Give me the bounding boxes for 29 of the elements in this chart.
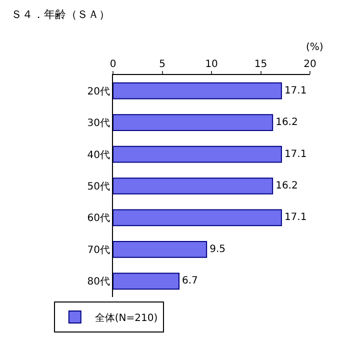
bar	[113, 241, 208, 258]
y-tick-label: 40代	[87, 150, 110, 161]
y-tick-label: 30代	[87, 118, 110, 130]
bar	[113, 114, 274, 131]
x-tick-label: 0	[110, 59, 116, 70]
x-tick-label: 20	[304, 59, 316, 70]
bar	[113, 82, 282, 100]
data-label: 16.2	[276, 117, 298, 128]
y-tick-label: 20代	[87, 86, 110, 98]
y-tick-label: 70代	[87, 244, 110, 256]
bar	[113, 272, 180, 290]
data-label: 17.1	[284, 85, 307, 96]
bar	[113, 146, 282, 163]
y-tick-label: 50代	[87, 182, 110, 192]
data-label: 6.7	[182, 276, 198, 287]
x-tick-label: 15	[254, 59, 268, 70]
x-tick-label: 5	[159, 59, 166, 70]
data-label: 17.1	[284, 212, 307, 224]
legend-label: 全体(N=210)	[94, 312, 158, 324]
bar	[113, 209, 282, 226]
chart-title: Ｓ４．年齢（ＳＡ）	[10, 8, 110, 22]
x-tick-label: 10	[205, 59, 218, 70]
data-label: 17.1	[284, 148, 307, 160]
y-tick-label: 60代	[87, 213, 110, 224]
y-tick-label: 80代	[87, 276, 110, 288]
data-label: 9.5	[210, 244, 226, 255]
x-axis-title: (%)	[306, 42, 324, 53]
bar	[113, 178, 274, 194]
data-label: 16.2	[276, 180, 298, 192]
